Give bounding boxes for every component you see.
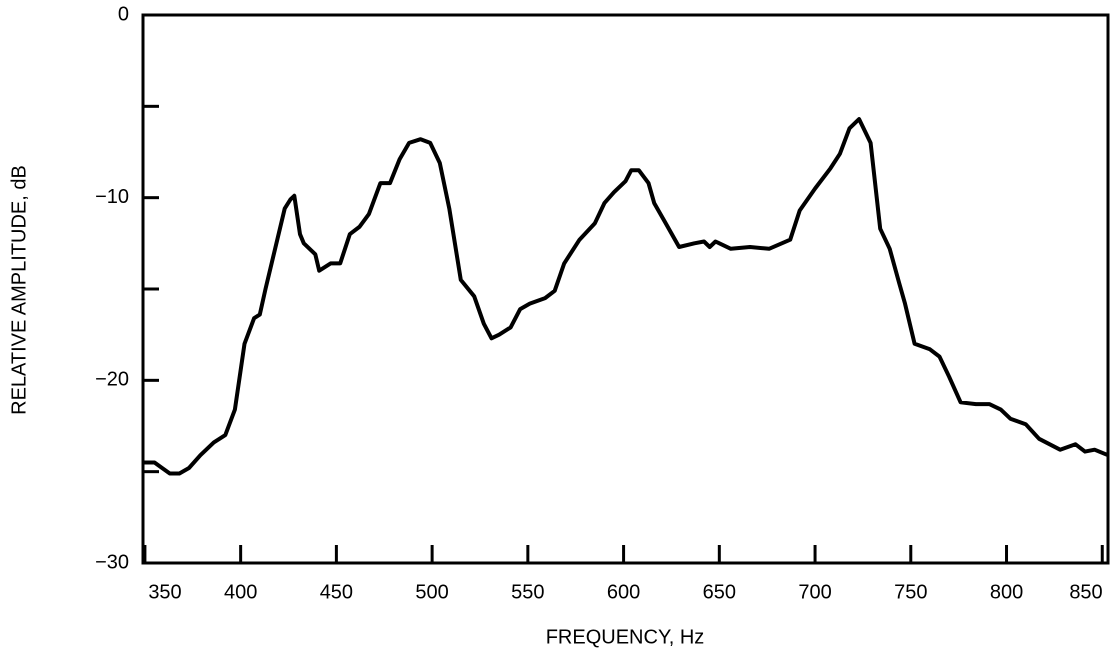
x-tick-label: 750	[894, 581, 927, 603]
x-tick-label: 700	[798, 581, 831, 603]
line	[143, 117, 1109, 476]
x-tick-label: 350	[148, 581, 181, 603]
y-tick-label: −10	[95, 186, 129, 208]
y-tick-label: −30	[95, 551, 129, 573]
x-tick-label: 600	[607, 581, 640, 603]
x-tick-label: 550	[511, 581, 544, 603]
x-tick-label: 400	[224, 581, 257, 603]
x-axis-label: FREQUENCY, Hz	[546, 626, 705, 648]
y-axis-label: RELATIVE AMPLITUDE, dB	[8, 165, 30, 415]
x-tick-label: 450	[320, 581, 353, 603]
x-tick-label: 500	[415, 581, 448, 603]
x-tick-label: 800	[990, 581, 1023, 603]
y-tick-label: 0	[118, 3, 129, 25]
y-tick-label: −20	[95, 369, 129, 391]
x-tick-label: 650	[703, 581, 736, 603]
x-tick-label: 850	[1069, 581, 1102, 603]
plot-frame	[141, 13, 1110, 565]
